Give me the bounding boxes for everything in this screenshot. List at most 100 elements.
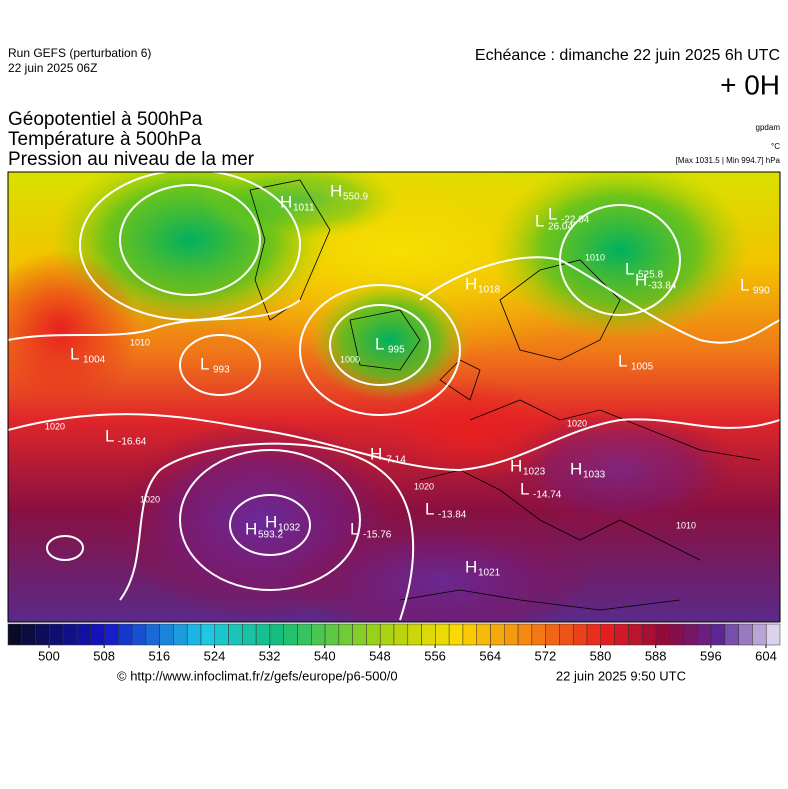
echeance: Echéance : dimanche 22 juin 2025 6h UTC	[475, 47, 780, 64]
colorbar-label: 524	[204, 648, 226, 663]
colorbar-swatch	[697, 623, 712, 646]
colorbar-swatch	[90, 623, 105, 646]
system-value: 26.04	[548, 222, 573, 233]
colorbar-swatch	[476, 623, 491, 646]
colorbar-label: 580	[590, 648, 612, 663]
colorbar-swatch	[710, 623, 726, 646]
colorbar-label: 500	[38, 648, 60, 663]
colorbar-swatch	[173, 623, 188, 646]
colorbar-swatch	[393, 623, 409, 646]
pressure-symbol: H	[635, 270, 647, 289]
colorbar-swatch	[641, 623, 657, 646]
contour-label: 1010	[130, 337, 150, 347]
colorbar-swatch	[738, 623, 753, 646]
colorbar: 500 508 516 524 532 540 548 556 564 572 580 588 596 6…	[7, 623, 781, 663]
system-value: 1023	[523, 467, 546, 478]
colorbar-swatch	[600, 623, 615, 646]
colorbar-swatch	[228, 623, 243, 646]
colorbar-label: 548	[369, 648, 391, 663]
contour-label: 1020	[45, 421, 65, 431]
colorbar-swatch	[269, 623, 284, 646]
colorbar-swatch	[62, 623, 78, 646]
colorbar-swatch	[324, 623, 340, 646]
pressure-symbol: L	[375, 334, 384, 353]
colorbar-swatch	[118, 623, 133, 646]
unit: gpdam	[756, 123, 781, 132]
unit: [Max 1031.5 | Min 994.7] hPa	[676, 156, 781, 165]
system-value: 1004	[83, 355, 106, 366]
colorbar-swatch	[352, 623, 367, 646]
system-value: -22.04	[561, 215, 590, 226]
colorbar-swatch	[655, 623, 670, 646]
system-value: 1032	[278, 523, 301, 534]
contour-label: 1020	[567, 418, 587, 428]
system-value: 593.2	[258, 530, 283, 541]
colorbar-swatch	[200, 623, 216, 646]
colorbar-swatch	[49, 623, 64, 646]
colorbar-swatch	[545, 623, 560, 646]
contour-label: 1010	[585, 252, 605, 262]
colorbar-swatch	[311, 623, 326, 646]
lead-time: + 0H	[720, 69, 780, 100]
pressure-symbol: H	[370, 444, 382, 463]
colorbar-swatch	[35, 623, 50, 646]
colorbar-swatch	[572, 623, 588, 646]
run: Run GEFS (perturbation 6)	[8, 46, 151, 60]
system-value: -13.84	[438, 510, 467, 521]
colorbar-swatch	[297, 623, 312, 646]
colorbar-swatch	[242, 623, 257, 646]
colorbar-swatch	[724, 623, 739, 646]
contour-label: 1010	[676, 520, 696, 530]
system-value: -33.84	[648, 281, 677, 292]
colorbar-swatch	[462, 623, 477, 646]
pressure-symbol: H	[280, 192, 292, 211]
unit: °C	[771, 142, 780, 151]
pressure-symbol: L	[350, 519, 359, 538]
colorbar-swatch	[435, 623, 450, 646]
pressure-symbol: L	[535, 211, 544, 230]
pressure-symbol: H	[265, 512, 277, 531]
colorbar-swatch	[338, 623, 353, 646]
system-value: -14.74	[533, 490, 562, 501]
source: © http://www.infoclimat.fr/z/gefs/europe…	[117, 668, 398, 683]
title: Pression au niveau de la mer	[8, 149, 255, 170]
colorbar-swatch	[517, 623, 533, 646]
system-value: 1033	[583, 470, 606, 481]
colorbar-label: 596	[700, 648, 722, 663]
contour-label: 1020	[140, 494, 160, 504]
system-value: 1011	[293, 203, 315, 214]
issued: 22 juin 2025 9:50 UTC	[556, 668, 686, 683]
contour-label: 1020	[414, 481, 434, 491]
colorbar-swatch	[186, 623, 202, 646]
colorbar-swatch	[379, 623, 395, 646]
system-value: -7.14	[383, 455, 406, 466]
pressure-symbol: L	[625, 259, 634, 278]
pressure-symbol: H	[510, 456, 522, 475]
system-value: 990	[753, 286, 770, 297]
colorbar-swatch	[752, 623, 767, 646]
system-value: -15.76	[363, 530, 392, 541]
colorbar-swatch	[586, 623, 602, 646]
colorbar-swatch	[76, 623, 91, 646]
pressure-symbol: H	[570, 459, 582, 478]
pressure-symbol: L	[520, 479, 529, 498]
pressure-symbol: H	[330, 181, 342, 200]
pressure-symbol: H	[465, 557, 477, 576]
colorbar-swatch	[366, 623, 381, 646]
pressure-symbol: L	[618, 351, 627, 370]
colorbar-swatch	[490, 623, 505, 646]
colorbar-swatch	[283, 623, 298, 646]
colorbar-swatch	[559, 623, 574, 646]
colorbar-swatch	[214, 623, 229, 646]
pressure-symbol: L	[105, 426, 114, 445]
map-frame	[7, 171, 781, 623]
colorbar-swatch	[504, 623, 519, 646]
colorbar-swatch	[531, 623, 546, 646]
pressure-symbol: H	[465, 274, 477, 293]
pressure-symbol: L	[70, 344, 79, 363]
pressure-symbol: L	[548, 204, 557, 223]
system-value: 995	[388, 345, 405, 356]
colorbar-swatch	[765, 623, 781, 646]
